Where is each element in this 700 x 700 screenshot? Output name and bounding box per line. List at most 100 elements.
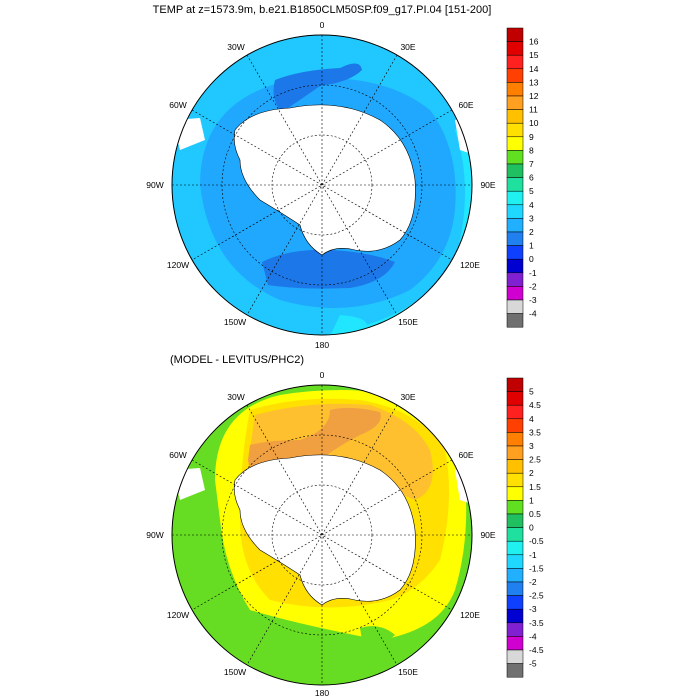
lon-label-180: 180 bbox=[315, 340, 329, 350]
colorbar-swatch bbox=[506, 636, 524, 651]
colorbar-swatch bbox=[506, 299, 524, 314]
colorbar-swatch bbox=[506, 581, 524, 596]
colorbar-swatch bbox=[506, 486, 524, 501]
lon-label-0: 0 bbox=[320, 20, 325, 30]
colorbar-swatch bbox=[506, 190, 524, 206]
panel-2-colorbar: 5 4.5 4 3.5 3 2.5 2 1.5 1 0.5 0 -0.5 -1 -1.5 -2 -2.5 -3 -… bbox=[506, 377, 544, 678]
colorbar-swatch bbox=[506, 459, 524, 474]
temp-band-1-2-north bbox=[273, 63, 362, 112]
colorbar-tick-label: 3 bbox=[529, 213, 534, 223]
panel-1: TEMP at z=1573.9m, b.e21.B1850CLM50SP.f0… bbox=[146, 4, 538, 350]
lon-label-120e: 120E bbox=[460, 260, 480, 270]
colorbar-tick-label: 7 bbox=[529, 159, 534, 169]
colorbar-swatch bbox=[506, 608, 524, 624]
colorbar-tick-label: -4.5 bbox=[529, 645, 544, 655]
colorbar-tick-label: -1.5 bbox=[529, 563, 544, 573]
colorbar-tick-label: 2 bbox=[529, 227, 534, 237]
colorbar-swatch bbox=[506, 568, 524, 583]
colorbar-swatch bbox=[506, 272, 524, 287]
colorbar-tick-label: 13 bbox=[529, 77, 539, 87]
temp-band-1-2-south bbox=[262, 249, 395, 289]
colorbar-swatch bbox=[506, 432, 524, 447]
colorbar-swatch bbox=[506, 527, 524, 542]
colorbar-swatch bbox=[506, 418, 524, 433]
colorbar-swatch bbox=[506, 472, 524, 488]
colorbar-swatch bbox=[506, 54, 524, 70]
colorbar-tick-label: 14 bbox=[529, 64, 539, 74]
panel-2-title: (MODEL - LEVITUS/PHC2) bbox=[170, 354, 304, 366]
lon2-label-120e: 120E bbox=[460, 610, 480, 620]
colorbar-tick-label: 4 bbox=[529, 414, 534, 424]
colorbar-swatch bbox=[506, 513, 524, 528]
colorbar-tick-label: 5 bbox=[529, 387, 534, 397]
lon-label-90e: 90E bbox=[480, 180, 495, 190]
colorbar-tick-label: 0 bbox=[529, 254, 534, 264]
colorbar-tick-label: 1.5 bbox=[529, 482, 541, 492]
colorbar-swatch bbox=[506, 177, 524, 192]
lon2-label-60e: 60E bbox=[458, 450, 473, 460]
colorbar-tick-label: -3 bbox=[529, 604, 537, 614]
panel-2-map bbox=[172, 385, 472, 685]
lon2-label-120w: 120W bbox=[167, 610, 189, 620]
colorbar-tick-label: -4 bbox=[529, 631, 537, 641]
lon2-label-60w: 60W bbox=[169, 450, 186, 460]
colorbar-swatch bbox=[506, 109, 524, 124]
lon-label-150w: 150W bbox=[224, 317, 246, 327]
lon-label-120w: 120W bbox=[167, 260, 189, 270]
colorbar-tick-label: 0.5 bbox=[529, 509, 541, 519]
colorbar-tick-label: -2 bbox=[529, 577, 537, 587]
panel-1-graticule bbox=[172, 35, 472, 335]
colorbar-swatch bbox=[506, 540, 524, 556]
colorbar-swatch bbox=[506, 245, 524, 260]
colorbar-swatch bbox=[506, 122, 524, 138]
lon-label-60w: 60W bbox=[169, 100, 186, 110]
lon2-label-0: 0 bbox=[320, 370, 325, 380]
lon2-label-180: 180 bbox=[315, 688, 329, 698]
colorbar-tick-label: 1 bbox=[529, 495, 534, 505]
colorbar-tick-label: 5 bbox=[529, 186, 534, 196]
colorbar-tick-label: 0 bbox=[529, 523, 534, 533]
colorbar-tick-label: -1 bbox=[529, 268, 537, 278]
panel-1-title: TEMP at z=1573.9m, b.e21.B1850CLM50SP.f0… bbox=[153, 4, 492, 16]
lon2-label-150w: 150W bbox=[224, 667, 246, 677]
colorbar-swatch bbox=[506, 95, 524, 110]
colorbar-tick-label: 8 bbox=[529, 145, 534, 155]
lon-label-90w: 90W bbox=[146, 180, 163, 190]
colorbar-tick-label: 3.5 bbox=[529, 427, 541, 437]
lon-label-150e: 150E bbox=[398, 317, 418, 327]
colorbar-tick-label: 11 bbox=[529, 105, 538, 115]
colorbar-swatch bbox=[506, 554, 524, 569]
panel-2: (MODEL - LEVITUS/PHC2) bbox=[146, 354, 544, 698]
lon2-label-90w: 90W bbox=[146, 530, 163, 540]
colorbar-swatch bbox=[506, 391, 524, 406]
colorbar-tick-label: -1 bbox=[529, 550, 537, 560]
colorbar-swatch bbox=[506, 82, 524, 97]
lon2-label-90e: 90E bbox=[480, 530, 495, 540]
colorbar-tick-label: -2 bbox=[529, 281, 537, 291]
panel-2-map-border bbox=[171, 384, 473, 686]
colorbar-tick-label: 6 bbox=[529, 173, 534, 183]
colorbar-swatch bbox=[506, 204, 524, 219]
colorbar-swatch bbox=[506, 622, 524, 637]
colorbar-swatch bbox=[506, 68, 524, 83]
colorbar-swatch bbox=[506, 258, 524, 274]
colorbar-tick-label: 2.5 bbox=[529, 455, 541, 465]
colorbar-tick-label: -2.5 bbox=[529, 591, 544, 601]
panel-1-map bbox=[172, 35, 472, 335]
colorbar-swatch bbox=[506, 150, 524, 165]
colorbar-tick-label: 2 bbox=[529, 468, 534, 478]
colorbar-tick-label: 3 bbox=[529, 441, 534, 451]
colorbar-swatch bbox=[506, 231, 524, 246]
lon2-label-30w: 30W bbox=[227, 392, 244, 402]
lon2-label-30e: 30E bbox=[400, 392, 415, 402]
colorbar-tick-label: 4 bbox=[529, 200, 534, 210]
lon-label-30w: 30W bbox=[227, 42, 244, 52]
colorbar-tick-label: 4.5 bbox=[529, 400, 541, 410]
colorbar-swatch bbox=[506, 313, 524, 328]
colorbar-swatch bbox=[506, 663, 524, 678]
colorbar-swatch bbox=[506, 649, 524, 664]
colorbar-swatch bbox=[506, 27, 524, 42]
